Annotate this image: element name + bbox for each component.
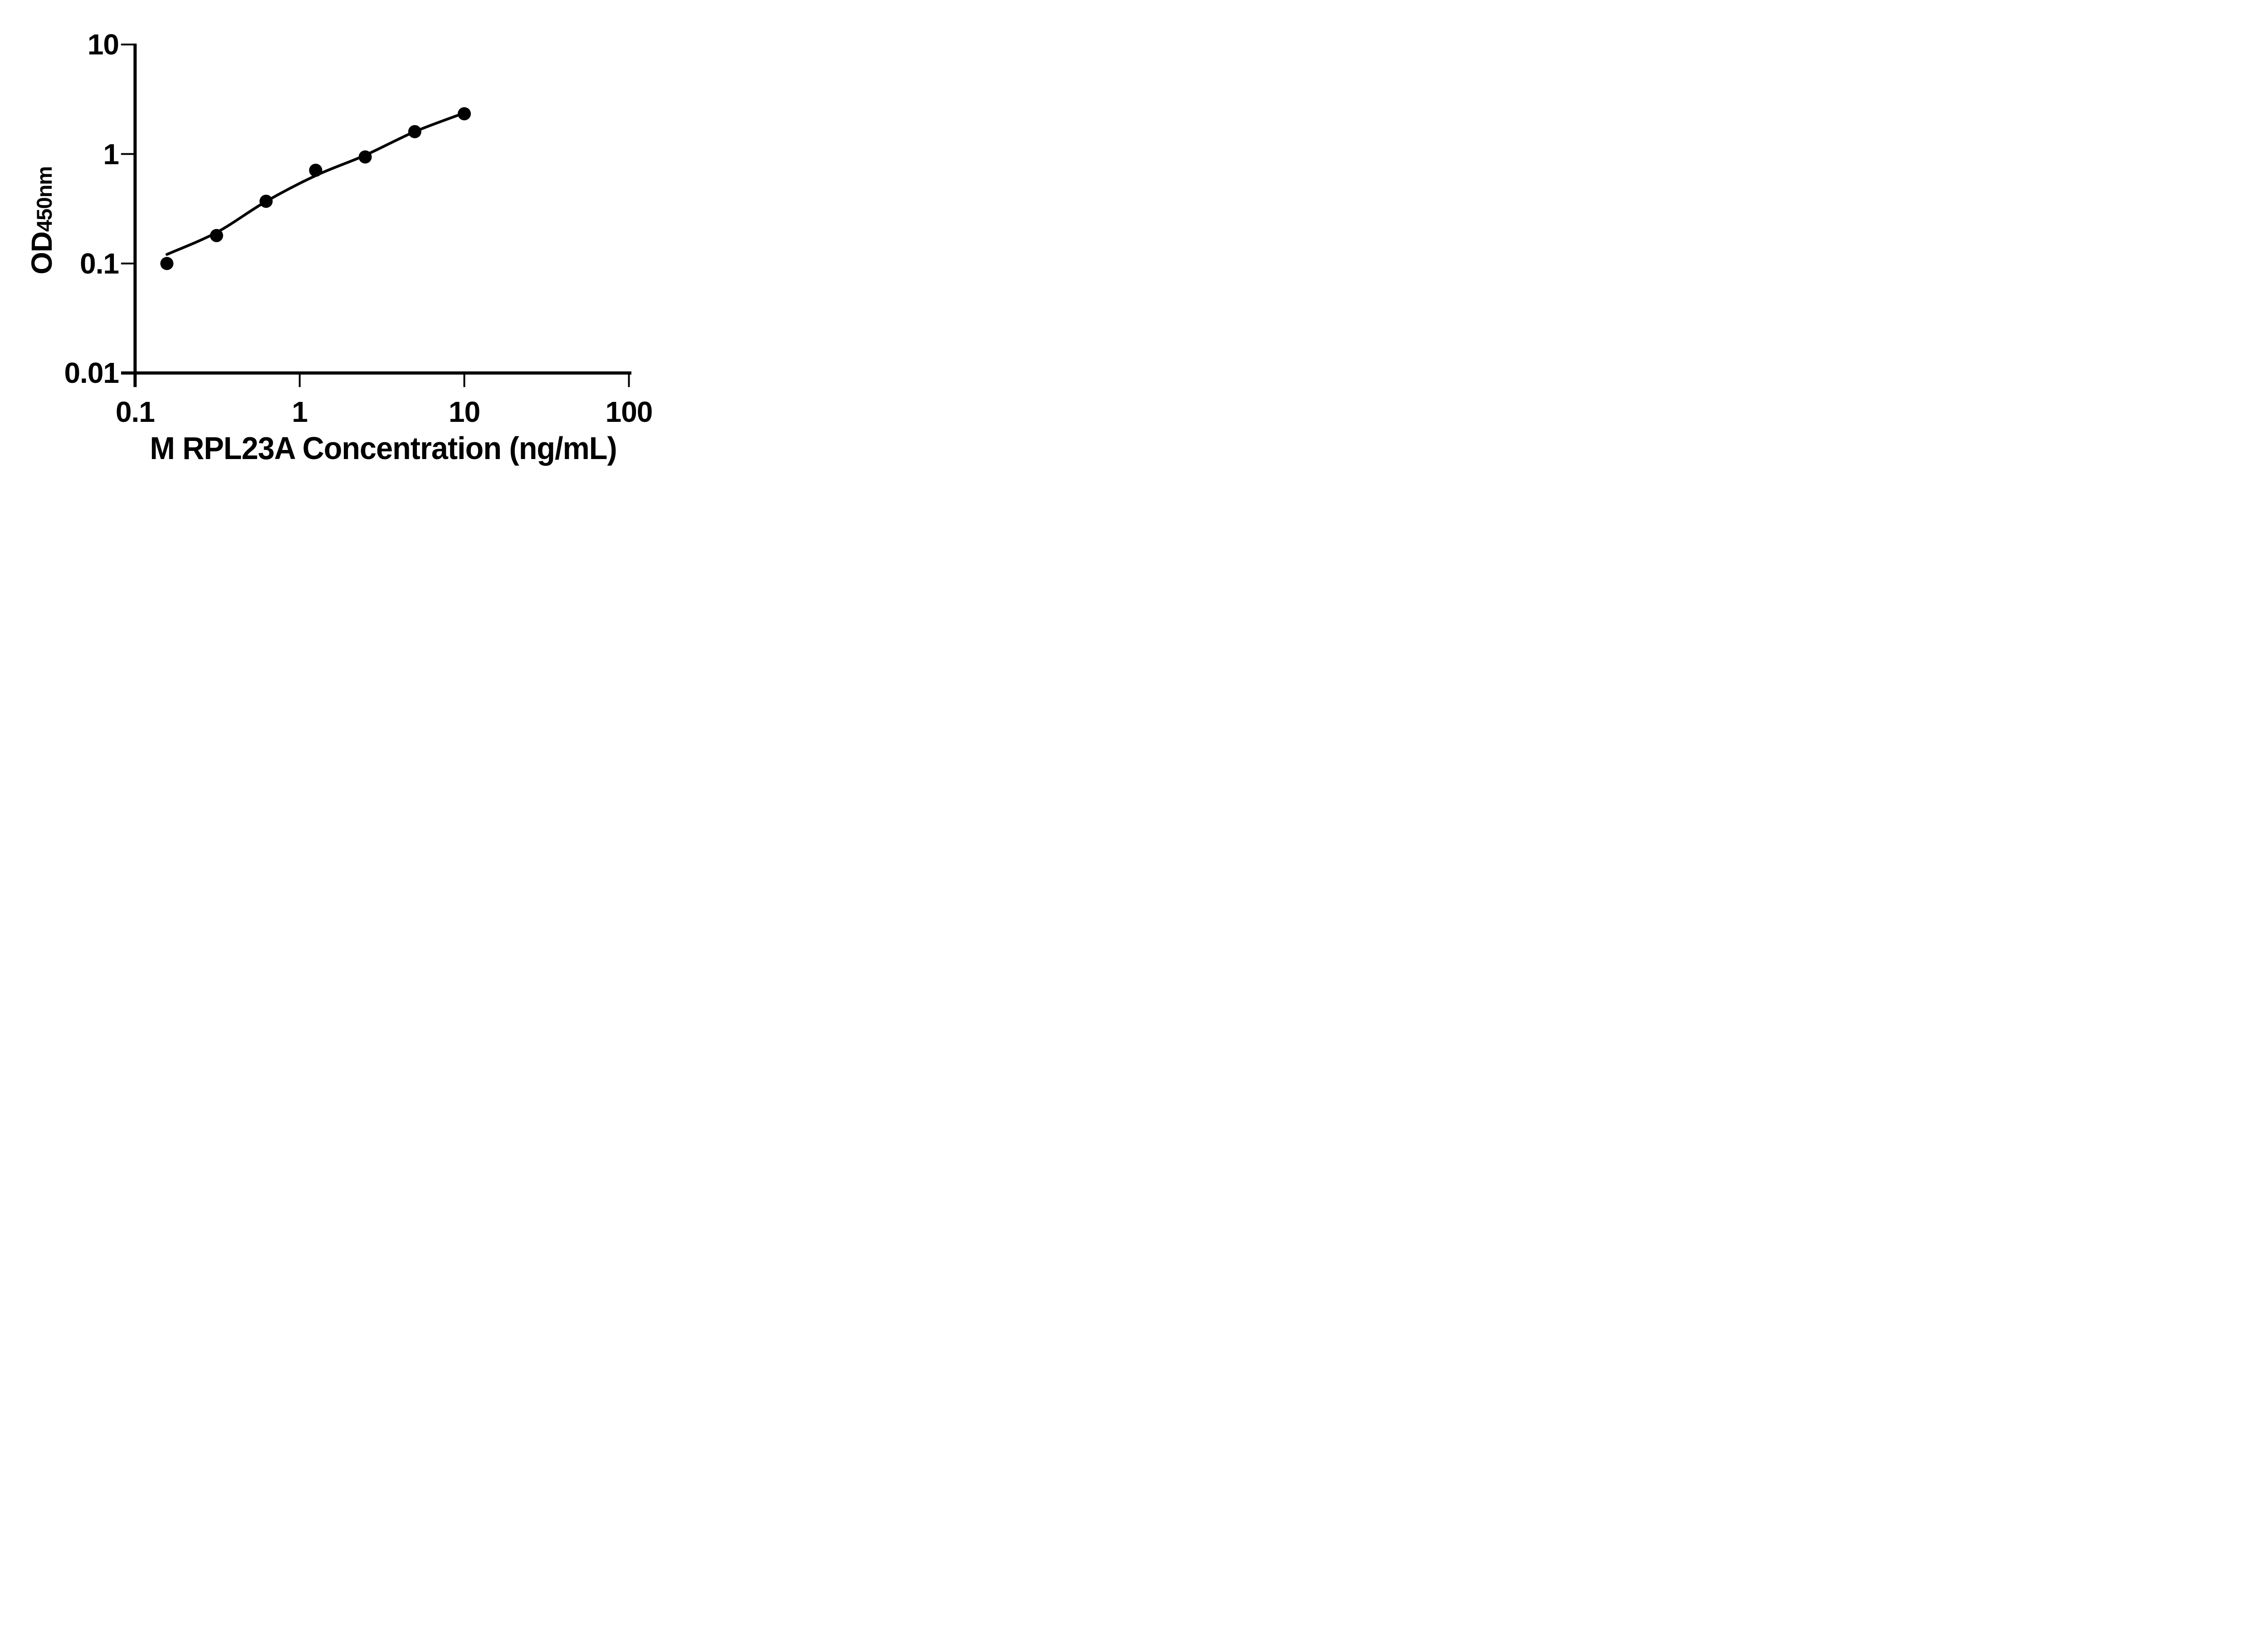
x-tick-label-1: 1 [292,396,308,428]
y-tick-label-10: 10 [87,28,119,61]
x-axis-title: M RPL23A Concentration (ng/mL) [150,430,617,466]
data-point-6 [408,125,421,138]
data-point-2 [210,229,223,242]
standard-curve-plot [121,44,631,387]
x-tick-label-100: 100 [605,396,653,428]
x-tick-label-0.1: 0.1 [115,396,155,428]
y-tick-label-0.01: 0.01 [64,357,119,390]
data-point-4 [309,163,323,177]
y-tick-label-1: 1 [103,137,119,171]
x-tick-label-10: 10 [449,396,480,428]
data-point-1 [160,257,174,270]
chart-canvas: OD450nm M RPL23A Concentration (ng/mL) 1… [0,0,699,490]
y-axis-title-sub: 450nm [32,166,56,232]
data-point-3 [259,195,273,208]
data-point-7 [458,107,471,121]
data-point-5 [358,150,372,164]
y-tick-label-0.1: 0.1 [80,247,119,280]
